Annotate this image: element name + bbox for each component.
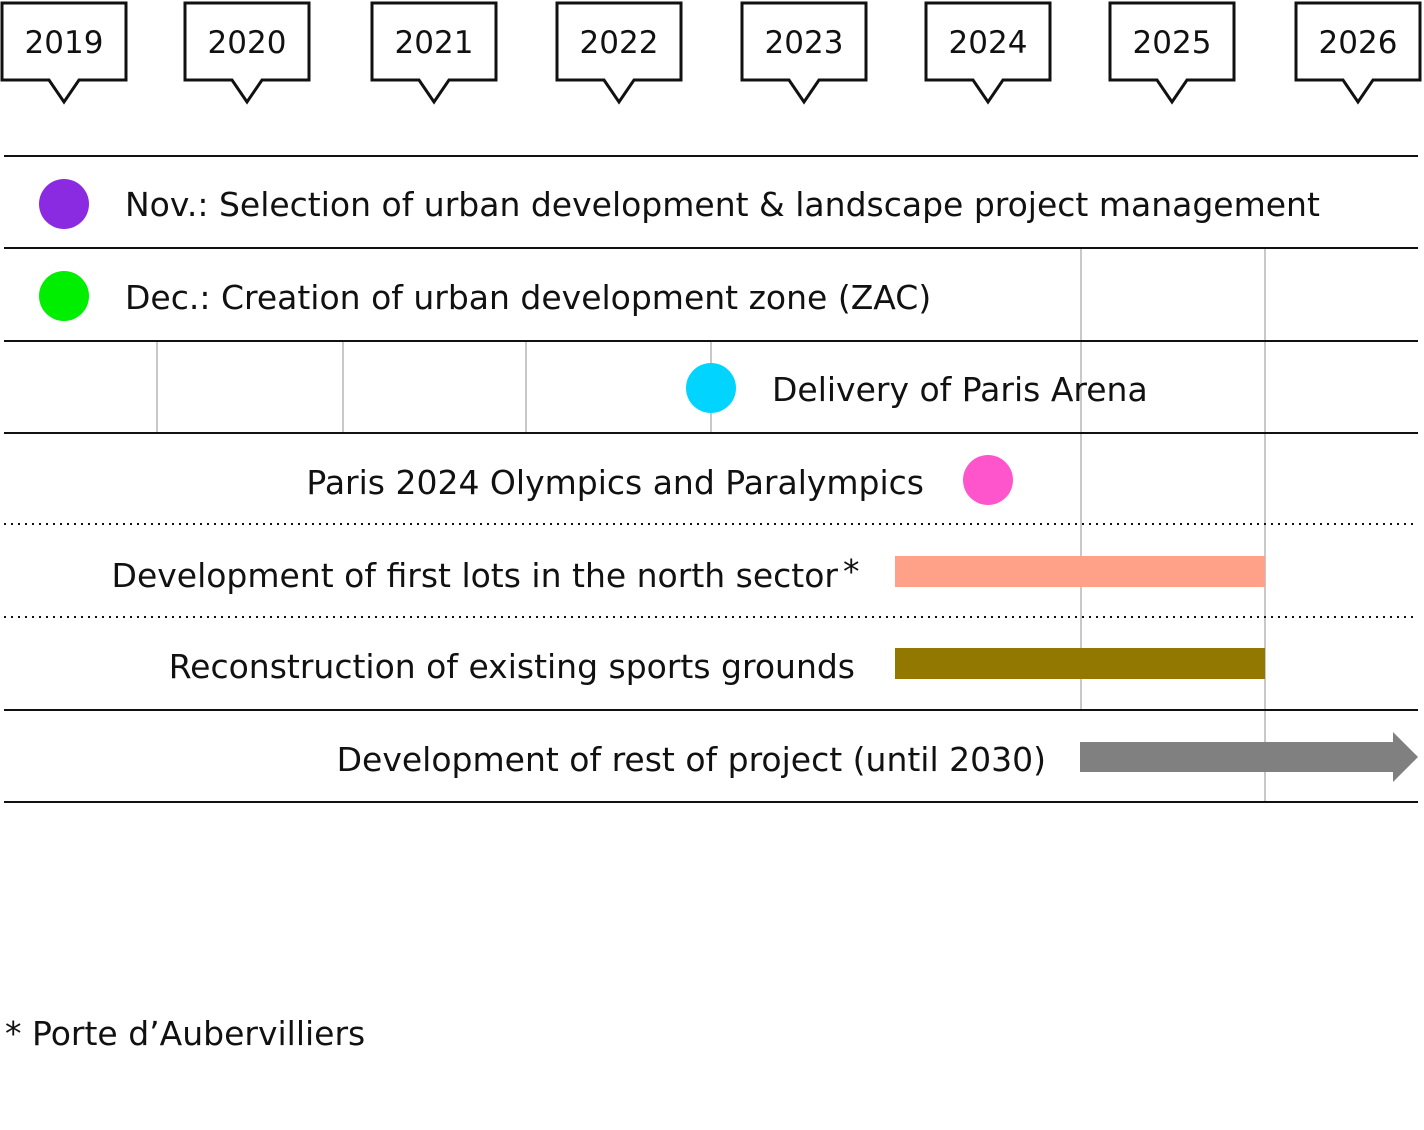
zac-creation-point-marker bbox=[39, 271, 89, 321]
row-label: Development of first lots in the north s… bbox=[112, 556, 839, 595]
year-callout: 2020 bbox=[183, 1, 311, 105]
row-rest-of-project: Development of rest of project (until 20… bbox=[337, 732, 1418, 782]
paris-arena-point-marker bbox=[686, 363, 736, 413]
sports-grounds-bar bbox=[895, 648, 1265, 679]
row-label: Nov.: Selection of urban development & l… bbox=[125, 185, 1320, 224]
year-callout-box bbox=[740, 1, 868, 105]
row-nov-selection: Nov.: Selection of urban development & l… bbox=[39, 179, 1320, 229]
year-label: 2020 bbox=[208, 25, 287, 61]
year-callout-box bbox=[1294, 1, 1422, 105]
selection-point-marker bbox=[39, 179, 89, 229]
year-callout: 2019 bbox=[0, 1, 128, 105]
year-callout: 2025 bbox=[1108, 1, 1236, 105]
row-olympics: Paris 2024 Olympics and Paralympics bbox=[306, 455, 1013, 505]
row-label: Dec.: Creation of urban development zone… bbox=[125, 278, 931, 317]
first-lots-bar bbox=[895, 556, 1265, 587]
year-callout: 2024 bbox=[924, 1, 1052, 105]
year-callout-box bbox=[1108, 1, 1236, 105]
row-label-wrapper: Development of first lots in the north s… bbox=[112, 556, 839, 595]
year-callout: 2021 bbox=[370, 1, 498, 105]
year-label: 2022 bbox=[580, 25, 659, 61]
year-label: 2019 bbox=[25, 25, 104, 61]
year-label: 2023 bbox=[765, 25, 844, 61]
year-label: 2021 bbox=[395, 25, 474, 61]
footnote: * Porte d’Aubervilliers bbox=[5, 1014, 366, 1053]
year-callouts: 2019 2020 2021 2022 2023 2024 2025 2026 bbox=[0, 1, 1422, 105]
year-callout-box bbox=[183, 1, 311, 105]
row-label: Delivery of Paris Arena bbox=[772, 370, 1148, 409]
row-dec-zac-creation: Dec.: Creation of urban development zone… bbox=[39, 271, 931, 321]
row-label: Reconstruction of existing sports ground… bbox=[169, 647, 855, 686]
year-label: 2026 bbox=[1319, 25, 1398, 61]
row-separators bbox=[4, 155, 1418, 803]
year-label: 2025 bbox=[1133, 25, 1212, 61]
year-callout-box bbox=[924, 1, 1052, 105]
row-sports-grounds: Reconstruction of existing sports ground… bbox=[169, 647, 1265, 686]
year-callout: 2023 bbox=[740, 1, 868, 105]
year-callout: 2022 bbox=[555, 1, 683, 105]
year-callout-box bbox=[555, 1, 683, 105]
olympics-point-marker bbox=[963, 455, 1013, 505]
year-callout-box bbox=[370, 1, 498, 105]
row-paris-arena: Delivery of Paris Arena bbox=[686, 363, 1148, 413]
rest-of-project-arrow bbox=[1080, 732, 1418, 782]
footnote-marker: * bbox=[843, 552, 860, 591]
row-label: Paris 2024 Olympics and Paralympics bbox=[306, 463, 924, 502]
year-callout-box bbox=[0, 1, 128, 105]
year-label: 2024 bbox=[949, 25, 1028, 61]
row-first-lots-north: Development of first lots in the north s… bbox=[112, 552, 1265, 595]
year-callout: 2026 bbox=[1294, 1, 1422, 105]
row-label: Development of rest of project (until 20… bbox=[337, 740, 1046, 779]
